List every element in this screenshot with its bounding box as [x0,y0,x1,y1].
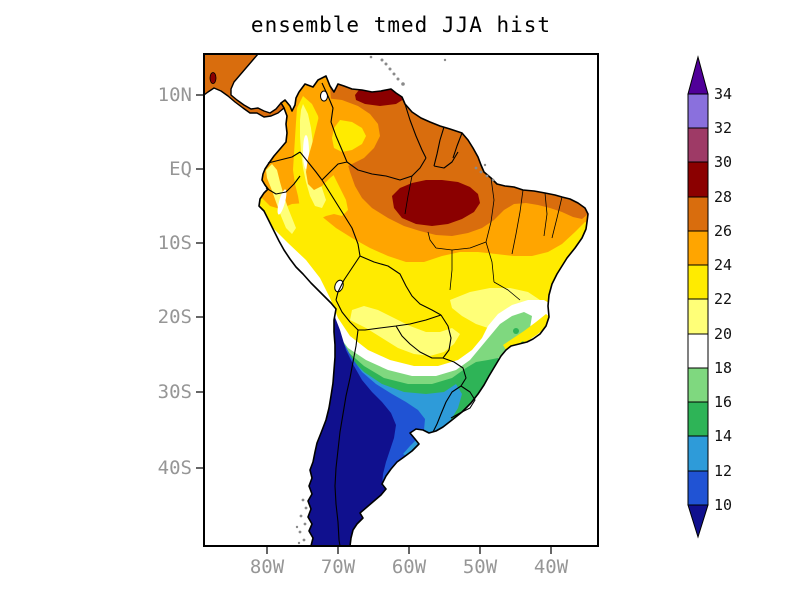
central-america-landmass [203,53,285,118]
lon-label-40w: 40W [534,556,569,578]
lat-label-20s: 20S [158,306,192,328]
colorbar-label-14: 14 [714,427,732,445]
colorbar-seg-32-34 [687,93,709,129]
state-borders [404,175,563,301]
colorbar-arrow-top [687,55,709,95]
colorbar: 34 32 30 28 26 24 22 20 18 16 14 12 10 [687,55,732,539]
band-28-30-venezuela [355,83,404,106]
lat-label-10n: 10N [158,84,192,106]
colorbar-seg-10-12 [687,470,709,506]
lake-titicaca [334,279,344,293]
country-borders [265,82,476,547]
band-22-24-venezuela-core [332,120,366,152]
colorbar-seg-22-24 [687,264,709,300]
band-20-22-paraguay [350,306,460,356]
colorbar-label-34: 34 [714,85,732,103]
band-28-30-nicaragua-spot [209,72,217,84]
colorbar-seg-30-32 [687,127,709,163]
lat-label-10s: 10S [158,232,192,254]
longitude-axis: 80W 70W 60W 50W 40W [250,556,569,578]
lat-label-40s: 40S [158,457,192,479]
colorbar-label-22: 22 [714,290,732,308]
band-18-20-ecuador-sliver [277,189,287,215]
colorbar-label-18: 18 [714,359,732,377]
colorbar-label-16: 16 [714,393,732,411]
colorbar-seg-20-22 [687,298,709,335]
colorbar-label-26: 26 [714,222,732,240]
colorbar-label-32: 32 [714,119,732,137]
latitude-axis: 10N EQ 10S 20S 30S 40S [158,84,192,479]
colorbar-label-30: 30 [714,153,732,171]
colorbar-label-20: 20 [714,325,732,343]
colorbar-label-28: 28 [714,188,732,206]
colorbar-label-10: 10 [714,496,732,514]
lon-label-80w: 80W [250,556,285,578]
lat-label-30s: 30S [158,381,192,403]
colorbar-label-24: 24 [714,256,732,274]
colorbar-arrow-bottom [687,504,709,539]
map-frame [203,53,599,547]
band-28-30-central-amazon [392,180,480,226]
colorbar-seg-26-28 [687,196,709,232]
colorbar-seg-24-26 [687,230,709,266]
band-22-24-rio-coast [503,314,551,350]
colorbar-seg-12-14 [687,435,709,472]
band-14-16-serra-spot-a [513,328,519,334]
colorbar-seg-28-30 [687,161,709,198]
colorbar-seg-18-20 [687,333,709,369]
lon-label-60w: 60W [392,556,427,578]
lon-label-50w: 50W [463,556,498,578]
colorbar-seg-16-18 [687,367,709,403]
south-america-coastline [258,75,589,547]
temperature-bands [259,76,588,546]
lon-label-70w: 70W [321,556,356,578]
island-specks [295,55,495,545]
colorbar-seg-14-16 [687,401,709,437]
lat-label-eq: EQ [169,158,192,180]
axis-ticks [196,94,552,554]
chart-title: ensemble tmed JJA hist [251,13,551,37]
colorbar-label-12: 12 [714,462,732,480]
